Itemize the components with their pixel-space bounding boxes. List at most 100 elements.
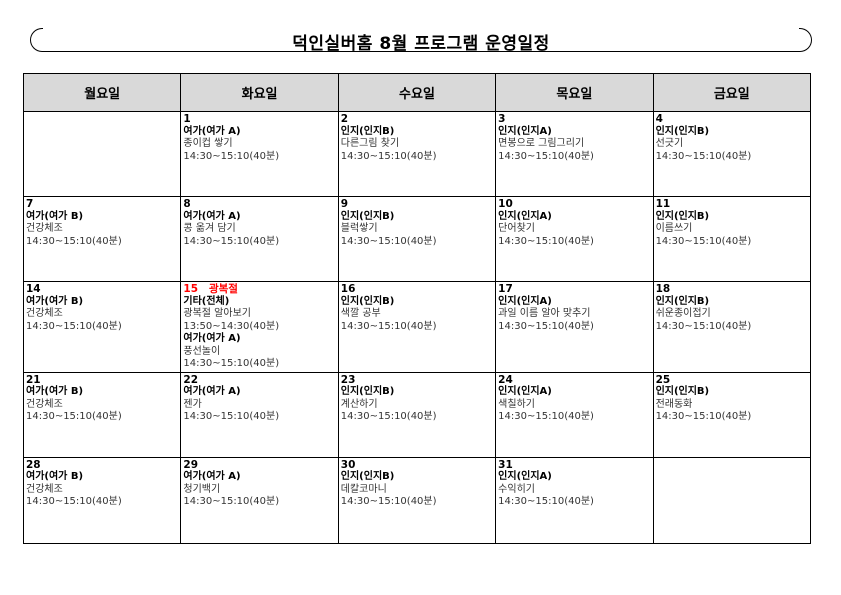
day-cell: 23 인지(인지B) 계산하기 14:30~15:10(40분) [337,371,497,458]
program-time: 14:30~15:10(40분) [655,235,752,247]
date-number: 7 [26,198,34,210]
date-label: 29 [183,459,335,472]
program-activity: 색칠하기 [498,398,535,410]
program-category: 인지(인지A) [498,125,552,137]
program-activity: 광복절 알아보기 [183,308,251,319]
date-number: 8 [183,198,191,210]
program-activity: 쉬운종이접기 [655,308,711,319]
day-cell: 16 인지(인지B) 색깔 공부 14:30~15:10(40분) [337,281,497,373]
header-friday: 금요일 [652,73,812,112]
program-time: 14:30~15:10(40분) [498,496,594,507]
title-bar: 덕인실버홈 8월 프로그램 운영일정 [30,28,812,54]
date-number: 28 [26,458,41,471]
program-activity: 단어찾기 [498,223,535,234]
program-time: 14:30~15:10(40분) [26,496,122,507]
date-label: 2 [341,113,493,126]
program-category: 기타(전체) [183,295,230,307]
program-category: 여가(여가 A) [183,471,241,482]
program-activity: 건강체조 [26,223,63,234]
date-number: 15 [183,283,199,295]
program-category: 여가(여가 A) [183,125,241,137]
program-category: 인지(인지A) [498,471,552,482]
date-label: 10 [498,198,650,211]
program-category: 인지(인지B) [655,210,710,222]
date-number: 29 [183,458,199,471]
program-activity: 콩 옮겨 담기 [183,223,236,234]
date-number: 30 [340,458,356,471]
day-cell: 1 여가(여가 A) 종이컵 쌓기 14:30~15:10(40분) [180,111,339,197]
day-cell: 9 인지(인지B) 블럭쌓기 14:30~15:10(40분) [337,196,497,282]
program-time: 14:30~15:10(40분) [655,411,752,422]
program-activity: 계산하기 [340,398,378,410]
program-category: 인지(인지B) [655,295,710,307]
date-number: 16 [340,283,356,295]
program-category: 인지(인지A) [498,210,552,222]
week-row: 28 여가(여가 B) 건강체조 14:30~15:10(40분) 29 여가(여가 A)… [22,456,812,544]
day-cell: 15 광복절 기타(전체) 광복절 알아보기 13:50~14:30(40분) 여가(여… [180,281,339,373]
week-row: 14 여가(여가 B) 건강체조 14:30~15:10(40분) 15 광복절 기타(전… [22,281,812,373]
day-cell: 7 여가(여가 B) 건강체조 14:30~15:10(40분) [22,196,182,282]
header-thursday: 목요일 [495,73,654,112]
date-number: 9 [340,198,349,210]
date-label: 1 [183,113,335,126]
program-time: 14:30~15:10(40분) [183,411,280,422]
program-activity: 청기백기 [183,483,221,495]
date-number: 4 [655,113,663,125]
weekday-header-row: 월요일 화요일 수요일 목요일 금요일 [22,73,812,112]
program-time: 14:30~15:10(40분) [340,150,437,162]
program-time: 14:30~15:10(40분) [340,496,437,507]
date-label: 8 [183,198,335,211]
program-time: 14:30~15:10(40분) [26,411,122,422]
date-label: 9 [341,198,493,211]
program-time: 14:30~15:10(40분) [26,235,122,247]
date-label: 4 [656,113,808,126]
program-time: 14:30~15:10(40분) [183,235,280,247]
day-cell: 4 인지(인지B) 선긋기 14:30~15:10(40분) [652,111,812,197]
day-cell: 8 여가(여가 A) 콩 옮겨 담기 14:30~15:10(40분) [180,196,339,282]
program-activity: 과일 이름 알아 맞추기 [498,308,591,319]
day-cell: 24 인지(인지A) 색칠하기 14:30~15:10(40분) [495,371,654,458]
date-number: 2 [340,113,349,125]
program-time: 14:30~15:10(40분) [183,496,280,507]
program-category: 여가(여가 A) [183,386,241,397]
date-label: 14 [26,283,178,296]
program-time: 14:30~15:10(40분) [498,411,594,422]
day-cell: 29 여가(여가 A) 청기백기 14:30~15:10(40분) [180,456,339,544]
program-time: 14:30~15:10(40분) [183,150,280,162]
program-activity: 건강체조 [26,483,63,495]
week-row: 7 여가(여가 B) 건강체조 14:30~15:10(40분) 8 여가(여가 A) 콩 … [22,196,812,282]
date-label: 18 [656,283,808,296]
program-category: 여가(여가 B) [26,295,84,307]
program-category: 인지(인지B) [340,471,395,482]
date-number: 25 [655,373,671,386]
day-cell: 18 인지(인지B) 쉬운종이접기 14:30~15:10(40분) [652,281,812,373]
day-cell: 22 여가(여가 A) 젠가 14:30~15:10(40분) [180,371,339,458]
date-number: 23 [340,373,356,386]
program-activity: 선긋기 [655,138,684,149]
program-activity: 색깔 공부 [340,308,381,319]
day-cell: 25 인지(인지B) 전래동화 14:30~15:10(40분) [652,371,812,458]
date-label: 22 [183,374,335,387]
day-cell: 3 인지(인지A) 면봉으로 그림그리기 14:30~15:10(40분) [495,111,654,197]
program-time: 14:30~15:10(40분) [498,235,594,247]
program-activity: 전래동화 [655,398,693,410]
date-number: 21 [26,373,41,386]
date-number: 14 [26,283,41,295]
program-activity: 이름쓰기 [655,223,693,234]
title-underline [42,51,800,52]
program-category: 여가(여가 B) [26,210,84,222]
date-label: 17 [498,283,650,296]
program-time: 14:30~15:10(40분) [26,320,122,332]
day-cell: 31 인지(인지A) 수익히기 14:30~15:10(40분) [495,456,654,544]
program-category: 인지(인지B) [340,295,395,307]
date-label: 15 광복절 [183,283,335,296]
program-activity: 건강체조 [26,308,63,319]
date-label: 24 [498,374,650,387]
schedule-body: 1 여가(여가 A) 종이컵 쌓기 14:30~15:10(40분) 2 인지(인지B) 다… [22,111,812,544]
program-time: 14:30~15:10(40분) [655,320,752,332]
program-time: 14:30~15:10(40분) [340,411,437,422]
date-label: 25 [656,374,808,387]
program-category: 인지(인지B) [655,386,710,397]
program-activity: 건강체조 [26,398,63,410]
empty-day-cell [652,456,812,544]
